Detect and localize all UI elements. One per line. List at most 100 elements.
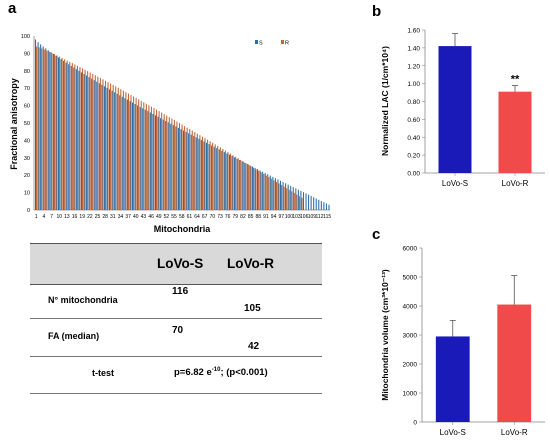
bar-r (278, 183, 280, 210)
bar-s (244, 162, 246, 210)
bar-s (287, 184, 289, 210)
y-tick-label: 0.20 (407, 153, 420, 160)
y-tick-label: 0.00 (407, 171, 420, 178)
bar-s (269, 175, 271, 210)
bar-s (93, 80, 95, 210)
bar-r (273, 180, 275, 210)
bar-r (171, 118, 173, 210)
x-tick-label: LoVo-S (442, 179, 468, 188)
bar-r (130, 95, 132, 210)
bar-s (259, 170, 261, 210)
bar-s (70, 65, 72, 210)
bar-r (158, 111, 160, 210)
bar-s (323, 202, 325, 210)
x-tick-label: 55 (171, 214, 177, 220)
bar-r (227, 152, 229, 210)
bar-r (145, 103, 147, 210)
bar-s (228, 154, 231, 210)
bar-s (91, 78, 93, 210)
bar-r (87, 71, 89, 210)
bar-s (116, 93, 118, 210)
bar-s (129, 101, 131, 210)
bar-r (117, 87, 119, 210)
y-tick-label: 30 (24, 156, 30, 162)
bar-s (147, 111, 149, 210)
bar-s (142, 108, 144, 210)
bar-s (55, 55, 57, 210)
bar-s (234, 157, 236, 210)
y-axis-title: Fractional anisotropy (9, 78, 19, 170)
bar-r (71, 63, 73, 210)
bar-s (86, 75, 88, 210)
bar-r (194, 132, 196, 210)
bar-s (231, 156, 233, 210)
panel-letter-a: a (8, 0, 17, 17)
legend-label-r: R (285, 41, 289, 47)
x-tick-label: 4 (43, 214, 46, 220)
bar-r (51, 53, 53, 211)
bar-s (218, 149, 220, 210)
bar-r (275, 181, 278, 210)
bar-r (181, 124, 183, 210)
bar-r (222, 149, 224, 210)
bar-r (66, 60, 68, 211)
panel-letter-b: b (372, 3, 382, 20)
bar-s (183, 130, 185, 210)
bar-s (213, 146, 215, 210)
x-tick-label: 58 (179, 214, 185, 220)
bar-s (75, 69, 77, 210)
bar-s (177, 127, 179, 210)
bar-s (131, 102, 134, 210)
bar-r (224, 150, 226, 210)
bar-r (281, 185, 283, 210)
y-tick-label: 60 (24, 104, 30, 110)
bar-s (216, 148, 218, 210)
bar-s (162, 119, 164, 210)
y-tick-label: 0.40 (407, 135, 420, 142)
bar-s (172, 125, 174, 210)
bar-r (36, 46, 38, 210)
y-tick-label: 50 (24, 121, 30, 127)
legend-swatch-s (255, 40, 258, 44)
bar-s (318, 199, 320, 210)
x-tick-label: 76 (225, 214, 231, 220)
bar-r (84, 69, 86, 210)
bar-r (166, 115, 168, 210)
bar-r (168, 117, 170, 210)
bar-s (35, 39, 37, 211)
x-tick-label: 73 (217, 214, 223, 220)
x-tick-label: 13 (64, 214, 70, 220)
bar-r (201, 136, 204, 210)
bar-s (241, 161, 243, 210)
x-tick-label: 19 (79, 214, 85, 220)
bar-s (267, 174, 269, 210)
bar-r (209, 141, 211, 210)
bar-r (59, 56, 61, 210)
bar-r (270, 178, 272, 210)
bar-r (199, 135, 201, 210)
bar-r (161, 112, 163, 210)
bar-r (110, 83, 112, 210)
bar-r (250, 166, 252, 210)
bar-r (204, 138, 206, 210)
row-label-mitochondria-count: N° mitochondria (48, 295, 118, 305)
y-axis-title: Mitochondria volume (cm³*10⁻¹³) (380, 269, 390, 401)
x-tick-label: 67 (202, 214, 208, 220)
mitochondria-count-r: 105 (244, 303, 261, 314)
bar-s (126, 99, 128, 210)
row-label-fa-median: FA (median) (48, 331, 100, 341)
bar-s (200, 140, 202, 210)
bar-s (134, 103, 136, 210)
bar-r (263, 173, 265, 210)
bar-r (122, 90, 124, 210)
bar-s (221, 150, 223, 210)
bar-r (237, 158, 239, 210)
bar-r (163, 114, 165, 210)
bar-s (205, 142, 208, 210)
bar-s (109, 89, 111, 210)
bar-lovo-s (438, 46, 472, 173)
y-tick-label: 1.00 (407, 81, 420, 88)
bar-s (149, 112, 151, 210)
bar-r (214, 144, 216, 210)
